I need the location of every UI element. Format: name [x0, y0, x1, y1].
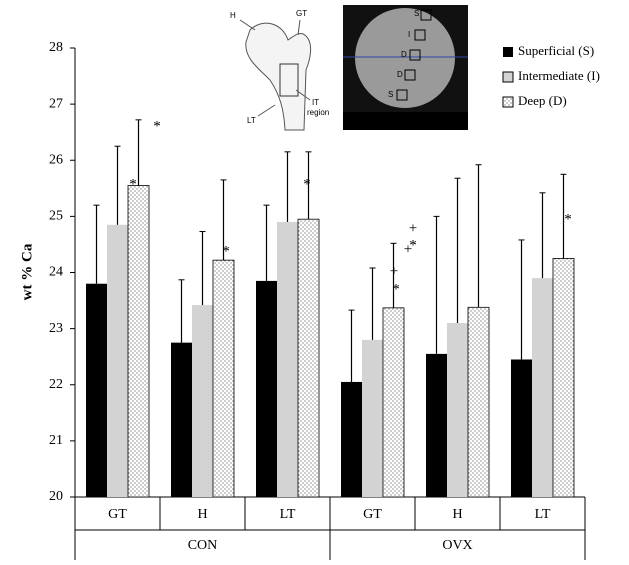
y-tick-label: 23	[49, 321, 63, 336]
x-tick-label: GT	[108, 507, 127, 522]
y-axis-label: wt % Ca	[19, 243, 35, 300]
legend-label: Superficial (S)	[518, 43, 594, 58]
sem-label: D	[401, 50, 407, 59]
significance-marker: +	[404, 241, 412, 257]
bar	[426, 353, 447, 497]
bar	[297, 218, 320, 498]
significance-marker: +	[409, 220, 417, 236]
y-tick-label: 28	[49, 40, 63, 55]
significance-marker: *	[222, 243, 230, 259]
femur-label: H	[230, 11, 236, 20]
bar	[382, 307, 405, 498]
sem-footer: X200	[398, 116, 417, 125]
sem-label: S	[388, 90, 393, 99]
legend-swatch	[502, 71, 514, 83]
sem-inset: S I D D S 15kV X200 100μm	[343, 5, 468, 130]
sem-label: D	[397, 70, 403, 79]
y-tick-label: 26	[49, 152, 63, 167]
legend-label: Deep (D)	[518, 93, 567, 108]
bar	[171, 342, 192, 497]
x-tick-label: LT	[535, 507, 551, 522]
legend-swatch	[503, 47, 513, 57]
bar	[362, 339, 383, 497]
x-tick-label: H	[197, 507, 207, 522]
bar	[511, 359, 532, 497]
femur-inset: H GT IT region LT	[230, 9, 329, 131]
femur-label: LT	[247, 116, 256, 125]
x-tick-label: GT	[363, 507, 382, 522]
femur-label: region	[307, 108, 329, 117]
bar	[447, 323, 468, 497]
sem-footer: 100μm	[430, 116, 455, 125]
bar	[107, 224, 128, 497]
sem-footer: 15kV	[347, 116, 366, 125]
x-tick-label: LT	[280, 507, 296, 522]
y-tick-label: 24	[49, 265, 63, 280]
bar	[467, 306, 490, 498]
significance-marker: *	[153, 118, 161, 134]
sem-label: I	[408, 30, 410, 39]
significance-marker: *	[409, 237, 417, 253]
legend-swatch	[502, 96, 514, 108]
bar	[256, 280, 277, 497]
femur-label: IT	[312, 98, 319, 107]
significance-marker: *	[303, 176, 311, 192]
bar	[277, 221, 298, 498]
y-tick-label: 25	[49, 209, 63, 224]
significance-marker: +	[390, 263, 398, 279]
bar	[127, 185, 150, 498]
group-label: CON	[188, 538, 218, 553]
x-tick-label: H	[452, 507, 462, 522]
bar	[532, 278, 553, 497]
y-tick-label: 20	[49, 489, 63, 504]
significance-marker: *	[564, 211, 572, 227]
legend-label: Intermediate (I)	[518, 68, 600, 83]
group-label: OVX	[442, 538, 472, 553]
sem-label: S	[414, 9, 419, 18]
bar	[212, 259, 235, 498]
bar	[86, 283, 107, 497]
bar	[552, 258, 575, 498]
significance-marker: *	[392, 281, 400, 297]
femur-label: GT	[296, 9, 307, 18]
y-tick-label: 21	[49, 433, 63, 448]
y-tick-label: 27	[49, 96, 63, 111]
y-tick-label: 22	[49, 377, 63, 392]
bar	[192, 305, 213, 497]
significance-marker: *	[129, 176, 137, 192]
bar	[341, 381, 362, 497]
